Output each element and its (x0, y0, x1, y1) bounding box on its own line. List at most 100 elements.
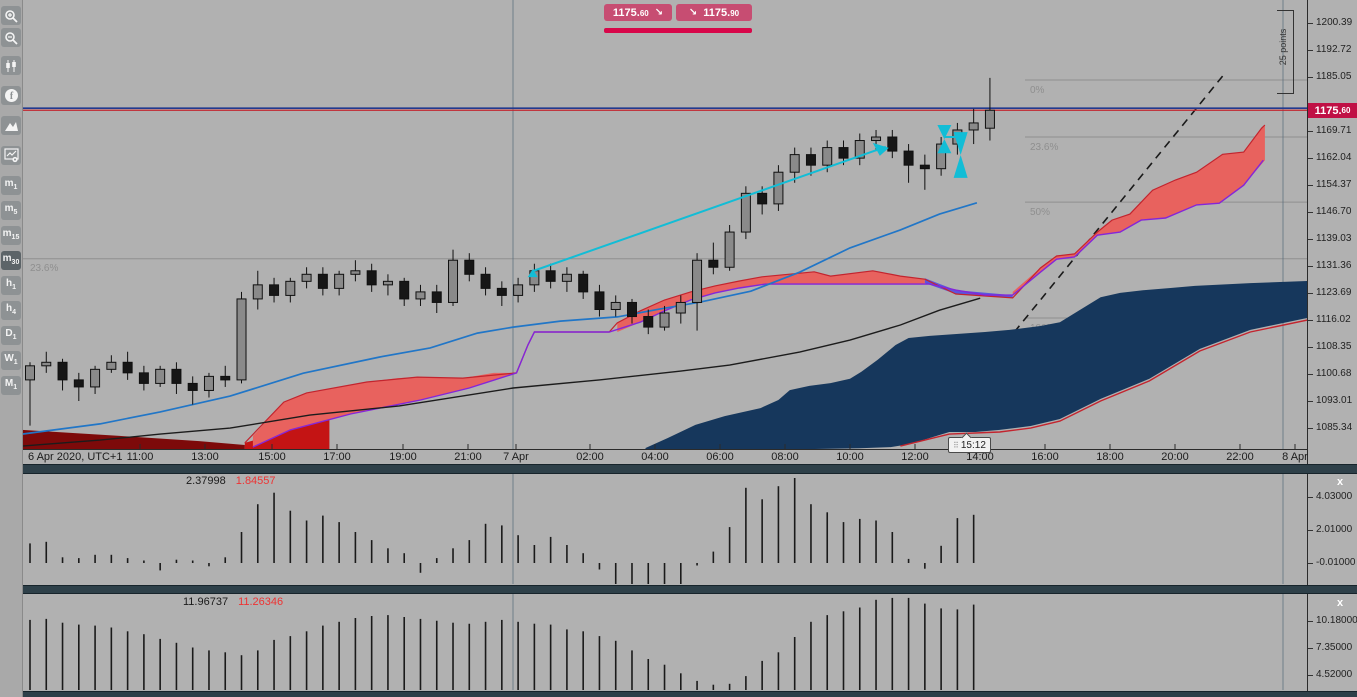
price-axis-label: 1093.01 (1316, 394, 1353, 406)
spread-indicator-bar (604, 28, 752, 33)
cyan-marker-icon[interactable] (937, 125, 952, 140)
zoom-out-icon[interactable] (1, 28, 21, 47)
price-tick (1308, 319, 1313, 321)
time-axis-label: 04:00 (641, 451, 669, 463)
drag-grip-icon: ⠿ (953, 440, 959, 450)
f-circle-icon[interactable]: f (1, 86, 21, 105)
time-axis-label: 16:00 (1031, 451, 1059, 463)
indicator1-panel[interactable] (22, 473, 1307, 584)
price-tick (1308, 211, 1313, 213)
price-tick (1308, 292, 1313, 294)
timeframe-m5-button[interactable]: m5 (1, 201, 21, 220)
time-axis[interactable]: 6 Apr 2020, UTC+1 11:00 13:00 15:00 17:00 19:… (22, 451, 1308, 464)
panel-splitter-1[interactable] (0, 464, 1357, 474)
price-axis-label: 1169.71 (1316, 124, 1352, 136)
cyan-marker-icon[interactable] (953, 132, 968, 155)
price-axis-label: 1131.36 (1316, 259, 1352, 271)
main-price-chart[interactable]: 23.6%0%23.6%50%100% (22, 0, 1307, 450)
buy-button[interactable]: ↘ 1175.90 (676, 4, 752, 21)
price-axis-label: 1154.37 (1316, 178, 1352, 190)
bottom-bar (0, 691, 1357, 697)
indicator2-values: 11.96737 11.26346 (183, 596, 284, 608)
indicator2-close-button[interactable]: x (1336, 597, 1344, 609)
cyan-marker-icon[interactable] (937, 139, 952, 154)
timeframe-m15-button[interactable]: m15 (1, 226, 21, 245)
price-axis-label: 1116.02 (1316, 313, 1351, 325)
price-axis-label: 1185.05 (1316, 70, 1352, 82)
zoom-in-icon[interactable] (1, 6, 21, 25)
indicator-tick (1308, 497, 1313, 499)
red-cloud-1 (252, 372, 517, 448)
price-axis-label: 1162.04 (1316, 151, 1352, 163)
svg-text:f: f (9, 91, 13, 102)
price-axis-label: 1123.69 (1316, 286, 1352, 298)
sell-arrow-icon: ↘ (654, 7, 664, 18)
indicator-axis-label: 2.01000 (1316, 524, 1353, 536)
time-cursor-tooltip[interactable]: ⠿ 15:12 (948, 437, 991, 453)
time-axis-label: 13:00 (191, 451, 219, 463)
indicator-axis-label: 7.35000 (1316, 642, 1353, 653)
buy-price: 1175.90 (703, 6, 740, 19)
indicator-axis-label: -0.01000 (1316, 557, 1356, 569)
panel-splitter-2[interactable] (0, 585, 1357, 594)
cyan-trendline-start-icon[interactable] (527, 269, 538, 278)
price-axis-label: 1085.34 (1316, 421, 1353, 433)
cyan-marker-icon[interactable] (953, 154, 968, 178)
timeframe-h4-button[interactable]: h4 (1, 301, 21, 320)
indicator-tick (1308, 563, 1313, 565)
price-axis[interactable]: 1200.39 1192.72 1185.05 1169.71 1162.04 1154.… (1308, 0, 1357, 450)
fib-label: 50% (1030, 207, 1050, 218)
timeframe-M1-button[interactable]: M1 (1, 376, 21, 395)
indicator2-axis: 10.18000 7.35000 4.52000 (1308, 593, 1357, 690)
price-tick (1308, 184, 1313, 186)
time-axis-label: 21:00 (454, 451, 482, 463)
candlestick-icon[interactable] (1, 56, 21, 75)
chart-settings-icon[interactable] (1, 146, 21, 165)
fib-label: 0% (1030, 85, 1045, 96)
sell-price: 1175.60 (612, 6, 649, 19)
price-axis-label: 1192.72 (1316, 43, 1352, 55)
time-axis-label: 20:00 (1161, 451, 1189, 463)
price-tick (1308, 23, 1313, 24)
time-axis-label: 10:00 (836, 451, 864, 463)
indicator-tick (1308, 621, 1313, 622)
price-tick (1308, 130, 1313, 132)
timeframe-D1-button[interactable]: D1 (1, 326, 21, 345)
buy-arrow-icon: ↘ (688, 7, 698, 18)
time-axis-label: 12:00 (901, 451, 929, 463)
price-axis-label: 1108.35 (1316, 340, 1352, 352)
fib-label: 23.6% (1030, 142, 1058, 153)
time-axis-label: 14:00 (966, 451, 994, 463)
time-axis-label: 8 Apr (1282, 451, 1308, 463)
price-tick (1308, 49, 1313, 51)
time-axis-label: 6 Apr 2020, UTC+1 (28, 451, 123, 463)
measure-label: 25 points (1278, 28, 1288, 66)
time-axis-label: 08:00 (771, 451, 799, 463)
price-axis-label: 1139.03 (1316, 232, 1352, 244)
price-tick (1308, 157, 1313, 159)
indicator1-close-button[interactable]: x (1336, 476, 1344, 488)
price-tick (1308, 346, 1313, 348)
sell-button[interactable]: 1175.60 ↘ (604, 4, 672, 21)
indicator2-panel[interactable] (22, 593, 1307, 690)
timeframe-W1-button[interactable]: W1 (1, 351, 21, 370)
time-axis-label: 06:00 (706, 451, 734, 463)
bright-red-cloud (244, 419, 330, 450)
time-axis-label: 7 Apr (503, 451, 529, 463)
price-axis-label: 1200.39 (1316, 17, 1353, 28)
measure-bracket (1277, 10, 1294, 94)
area-chart-icon[interactable] (1, 116, 21, 135)
indicator-tick (1308, 530, 1313, 532)
tooltip-time: 15:12 (960, 439, 986, 451)
indicator-axis-label: 4.03000 (1316, 491, 1353, 503)
price-axis-label: 1100.68 (1316, 367, 1352, 379)
time-axis-label: 15:00 (258, 451, 286, 463)
cyan-trendline[interactable] (532, 145, 887, 273)
timeframe-m30-button[interactable]: m30 (1, 251, 21, 270)
cyan-trendline-arrow-icon[interactable] (872, 142, 889, 156)
timeframe-m1-button[interactable]: m1 (1, 176, 21, 195)
price-tick (1308, 238, 1313, 240)
timeframe-h1-button[interactable]: h1 (1, 276, 21, 295)
navy-cloud (645, 281, 1307, 450)
time-axis-label: 22:00 (1226, 451, 1254, 463)
